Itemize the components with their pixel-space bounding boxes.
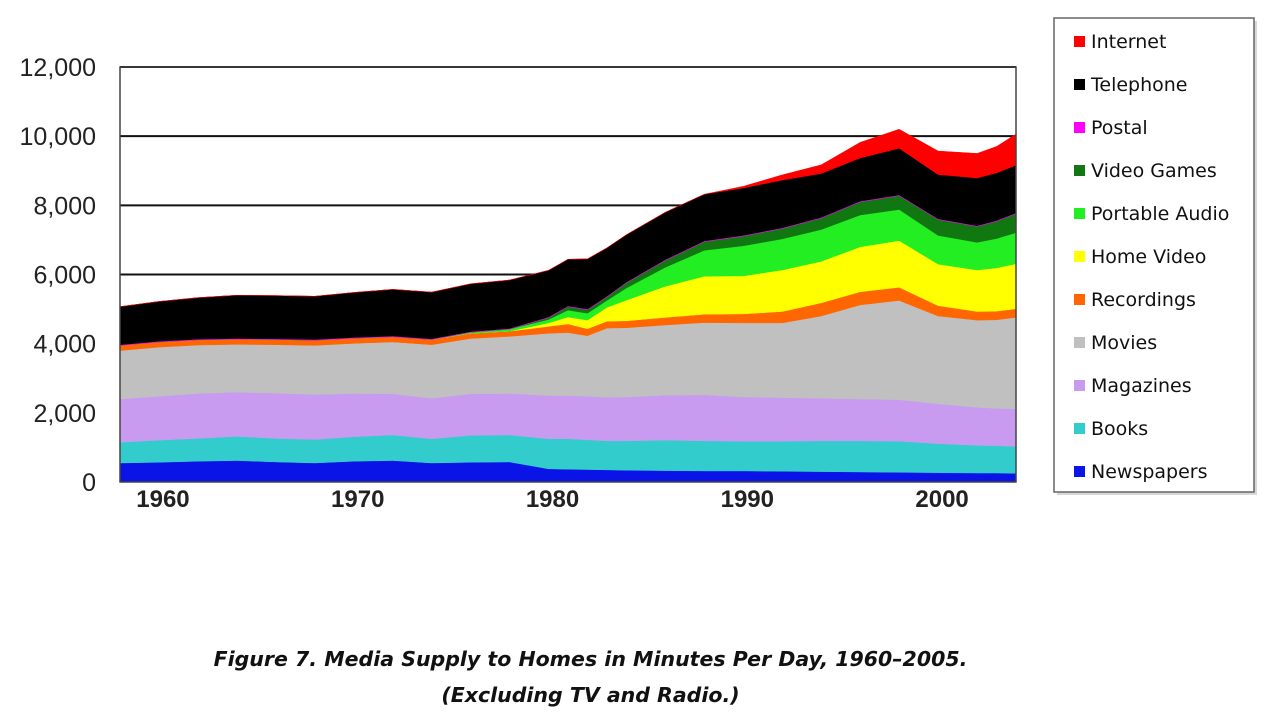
legend-label-portable-audio: Portable Audio xyxy=(1091,203,1229,225)
x-tick-label: 2000 xyxy=(915,486,968,513)
legend: Internet Telephone Postal Video Games Portab… xyxy=(1053,17,1257,495)
legend-swatch-recordings xyxy=(1074,294,1085,305)
legend-swatch-postal xyxy=(1074,122,1085,133)
y-tick-label: 6,000 xyxy=(33,262,96,290)
legend-swatch-portable-audio xyxy=(1074,208,1085,219)
legend-label-magazines: Magazines xyxy=(1091,375,1192,397)
legend-swatch-video-games xyxy=(1074,165,1085,176)
y-tick-label: 12,000 xyxy=(20,54,96,82)
legend-swatch-newspapers xyxy=(1074,466,1085,477)
y-tick-label: 8,000 xyxy=(33,192,96,220)
y-tick-label: 10,000 xyxy=(20,123,96,151)
figure-caption-title: Figure 7. Media Supply to Homes in Minut… xyxy=(213,647,968,671)
legend-swatch-books xyxy=(1074,423,1085,434)
legend-label-recordings: Recordings xyxy=(1091,289,1196,311)
legend-box xyxy=(1053,17,1255,493)
legend-swatch-internet xyxy=(1074,36,1085,47)
legend-label-movies: Movies xyxy=(1091,332,1157,354)
y-tick-label: 4,000 xyxy=(33,331,96,359)
legend-label-postal: Postal xyxy=(1091,117,1148,139)
legend-swatch-movies xyxy=(1074,337,1085,348)
legend-label-newspapers: Newspapers xyxy=(1091,461,1208,483)
legend-label-telephone: Telephone xyxy=(1090,74,1188,96)
legend-label-video-games: Video Games xyxy=(1091,160,1217,182)
x-tick-label: 1980 xyxy=(526,486,579,513)
legend-swatch-home-video xyxy=(1074,251,1085,262)
x-tick-label: 1990 xyxy=(721,486,774,513)
legend-label-books: Books xyxy=(1091,418,1148,440)
legend-swatch-magazines xyxy=(1074,380,1085,391)
y-axis: 0 2,000 4,000 6,000 8,000 10,000 12,000 xyxy=(20,54,96,497)
x-axis: 1960 1970 1980 1990 2000 xyxy=(136,486,969,513)
legend-label-home-video: Home Video xyxy=(1091,246,1206,268)
x-tick-label: 1970 xyxy=(331,486,384,513)
figure-caption-subtitle: (Excluding TV and Radio.) xyxy=(441,683,740,707)
legend-label-internet: Internet xyxy=(1091,31,1166,53)
legend-swatch-telephone xyxy=(1074,79,1085,90)
area-series xyxy=(119,128,1017,483)
y-tick-label: 2,000 xyxy=(33,400,96,428)
x-tick-label: 1960 xyxy=(136,486,189,513)
plot-frame xyxy=(119,66,1017,483)
y-tick-label: 0 xyxy=(82,469,96,497)
